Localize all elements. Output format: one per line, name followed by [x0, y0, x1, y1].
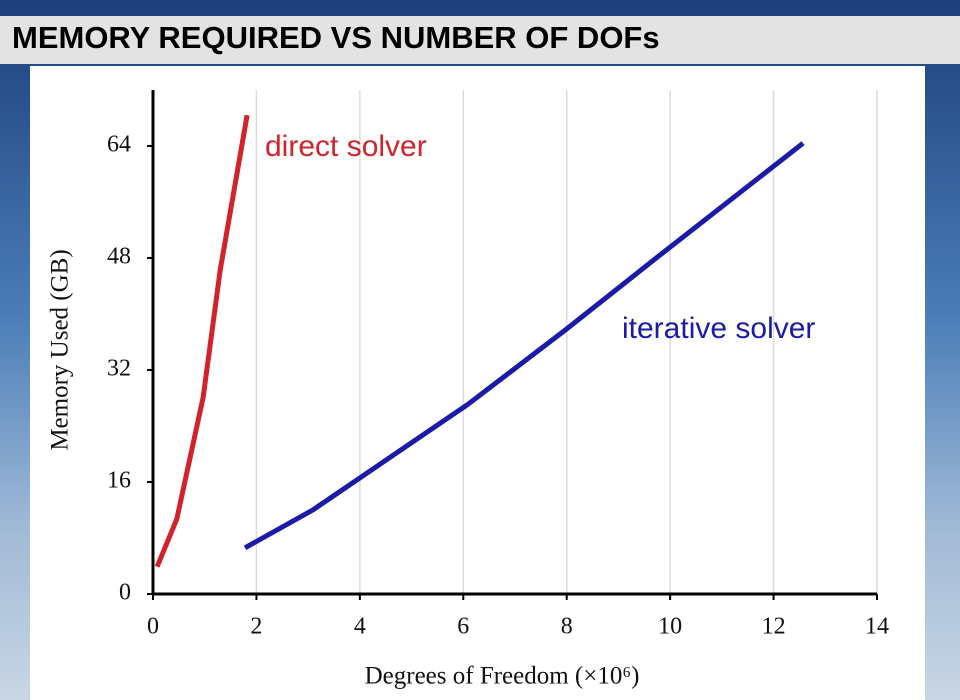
line: [154, 114, 250, 568]
series-label: direct solver: [265, 130, 427, 163]
y-tick-label: 48: [107, 244, 131, 270]
slide-title: MEMORY REQUIRED VS NUMBER OF DOFs: [12, 20, 660, 55]
x-tick-label: 14: [865, 614, 889, 640]
x-tick-label: 0: [147, 614, 159, 640]
x-axis-label: Degrees of Freedom (×10⁶): [365, 663, 640, 690]
y-tick-label: 64: [107, 132, 131, 158]
x-tick-label: 12: [762, 614, 786, 640]
y-tick-label: 16: [107, 468, 131, 494]
y-axis-label: Memory Used (GB): [47, 249, 74, 450]
title-bar: [0, 16, 960, 64]
x-tick-label: 2: [250, 614, 262, 640]
x-tick-label: 4: [354, 614, 366, 640]
x-tick-label: 6: [457, 614, 469, 640]
chart-panel: [30, 66, 925, 700]
series-label: iterative solver: [622, 312, 815, 345]
y-tick-label: 0: [119, 580, 131, 606]
x-tick-label: 8: [561, 614, 573, 640]
y-tick-label: 32: [107, 356, 131, 382]
x-tick-label: 10: [658, 614, 682, 640]
line: [243, 141, 805, 550]
